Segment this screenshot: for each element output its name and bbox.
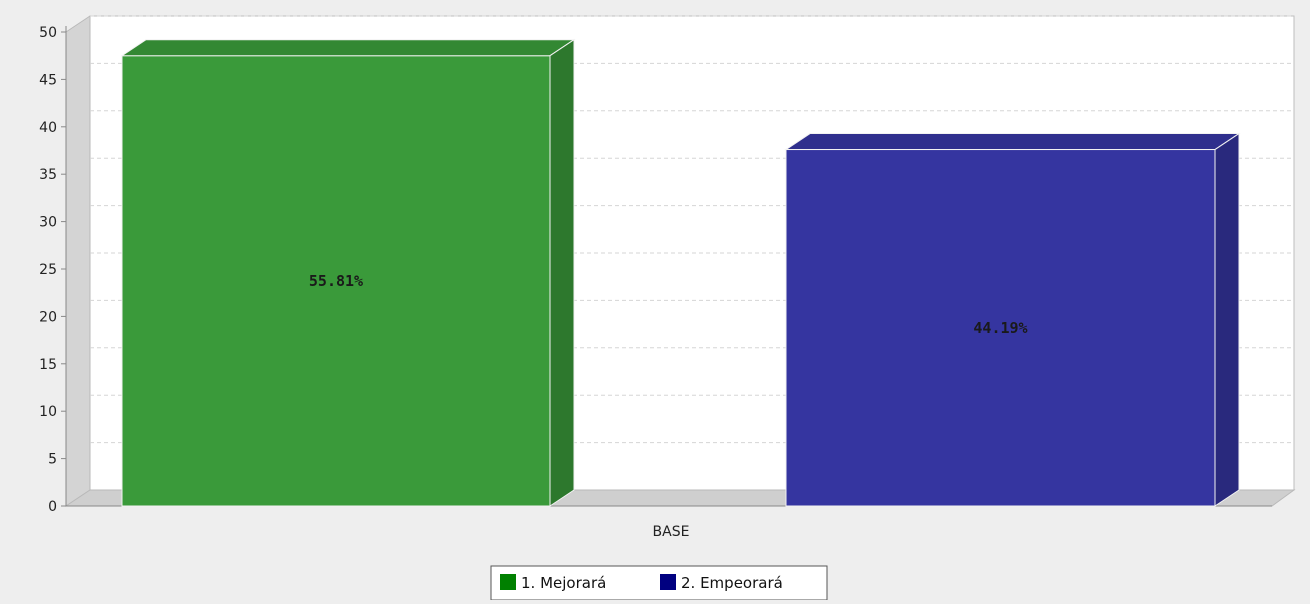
bar-2: 44.19%: [784, 132, 1241, 507]
bar-data-label: 55.81%: [309, 272, 363, 290]
legend-swatch: [660, 574, 676, 590]
legend-swatch: [500, 574, 516, 590]
bar-data-label: 44.19%: [973, 319, 1027, 337]
bar-top: [784, 133, 1241, 151]
bar-1: 55.81%: [120, 38, 576, 507]
legend: 1. Mejorará 2. Empeorará: [490, 565, 828, 601]
y-tick-label: 50: [39, 25, 57, 41]
bar-front: [785, 149, 1216, 507]
y-tick-label: 30: [39, 215, 57, 231]
y-tick-label: 10: [39, 404, 57, 420]
y-tick-label: 20: [39, 309, 57, 325]
y-tick-label: 45: [39, 72, 57, 88]
bar-side: [1214, 132, 1240, 507]
bar-side: [549, 38, 575, 507]
x-category-label: BASE: [653, 524, 690, 540]
y-tick-label: 0: [48, 499, 57, 515]
y-tick-label: 25: [39, 262, 57, 278]
y-tick-label: 40: [39, 120, 57, 136]
legend-box: [490, 565, 828, 601]
legend-label: 1. Mejorará: [521, 574, 606, 592]
legend-label: 2. Empeorará: [681, 574, 783, 592]
bar-top: [120, 39, 576, 57]
y-tick-label: 5: [48, 452, 57, 468]
y-tick-label: 35: [39, 167, 57, 183]
y-tick-label: 15: [39, 357, 57, 373]
bar-front: [121, 55, 551, 507]
plot-left-wall: [65, 15, 91, 507]
